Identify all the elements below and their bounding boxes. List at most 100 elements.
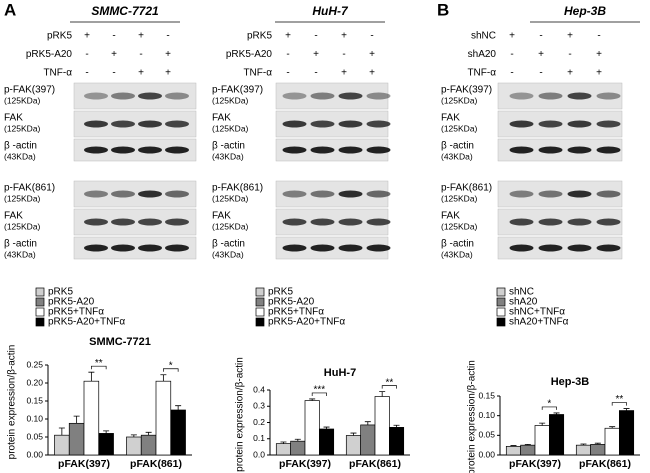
blot-band xyxy=(366,120,391,128)
band-size: (125KDa) xyxy=(212,123,249,133)
y-axis-label: protein expression/β-actin xyxy=(7,345,18,460)
x-tick-label: pFAK(861) xyxy=(130,458,182,470)
band-label: β -actin xyxy=(212,141,245,152)
band-size: (125KDa) xyxy=(4,95,41,105)
y-tick-label: 0.05 xyxy=(26,431,43,441)
blot-band xyxy=(165,146,189,154)
blot-band xyxy=(84,92,108,100)
bar xyxy=(590,444,606,456)
bar xyxy=(126,436,142,456)
error-bar xyxy=(145,431,152,436)
bar xyxy=(604,427,620,456)
band-size: (43KDa) xyxy=(4,249,36,259)
band-size: (43KDa) xyxy=(212,151,244,161)
blot-band xyxy=(138,190,162,198)
chart-title: HuH-7 xyxy=(324,367,356,379)
blot-band xyxy=(111,146,135,154)
blot-band xyxy=(138,218,162,226)
bar xyxy=(520,444,536,456)
error-bar xyxy=(175,405,182,410)
blot-band xyxy=(138,92,162,100)
y-tick-label: 0.05 xyxy=(478,430,495,440)
significance-label: ** xyxy=(95,358,103,369)
treatment-sign: + xyxy=(84,31,90,42)
panel-label: A xyxy=(4,0,16,19)
legend-label: pRK5-A20 xyxy=(268,297,315,308)
legend-label: pRK5 xyxy=(268,287,293,298)
legend-swatch xyxy=(35,287,45,297)
treatment-sign: - xyxy=(597,31,600,42)
blot-band xyxy=(310,218,335,226)
bar xyxy=(83,380,100,456)
error-bar xyxy=(88,371,95,382)
y-tick-label: 0.00 xyxy=(26,449,43,459)
error-bar xyxy=(309,398,316,401)
band-size: (125KDa) xyxy=(441,193,478,203)
treatment-sign: + xyxy=(313,49,319,60)
band-size: (125KDa) xyxy=(4,221,41,231)
blot-band xyxy=(538,92,563,100)
treatment-label: pRK5 xyxy=(47,31,72,42)
error-bar xyxy=(524,443,531,446)
band-label: β -actin xyxy=(441,239,474,250)
blot-band xyxy=(509,190,534,198)
bar xyxy=(54,434,70,456)
blot-band xyxy=(165,218,189,226)
blot-band xyxy=(596,146,621,154)
y-tick-label: 0.2 xyxy=(253,417,265,427)
y-tick-label: 0.15 xyxy=(478,390,495,400)
legend-swatch xyxy=(35,297,45,307)
chart-title: Hep-3B xyxy=(551,376,590,388)
significance-bracket xyxy=(91,365,107,370)
treatment-sign: + xyxy=(596,68,602,79)
treatment-sign: - xyxy=(112,31,115,42)
error-bar xyxy=(623,408,630,411)
legend-label: pRK5+TNFα xyxy=(48,307,104,318)
band-size: (43KDa) xyxy=(4,151,36,161)
treatment-sign: + xyxy=(341,31,347,42)
blot-band xyxy=(567,244,592,252)
blot-band xyxy=(596,244,621,252)
bar xyxy=(374,396,390,456)
error-bar xyxy=(609,426,616,429)
error-bar xyxy=(103,430,110,434)
error-bar xyxy=(160,374,167,382)
band-size: (43KDa) xyxy=(212,249,244,259)
treatment-sign: - xyxy=(314,31,317,42)
y-tick-label: 0.3 xyxy=(253,401,265,411)
band-size: (125KDa) xyxy=(441,221,478,231)
blot-band xyxy=(84,218,108,226)
blot-band xyxy=(282,120,307,128)
treatment-label: pRK5 xyxy=(247,31,272,42)
treatment-sign: - xyxy=(539,68,542,79)
band-label: FAK xyxy=(4,211,23,222)
bar xyxy=(170,409,186,456)
band-label: β -actin xyxy=(4,239,37,250)
band-size: (125KDa) xyxy=(4,123,41,133)
legend-swatch xyxy=(255,297,265,307)
y-tick-label: 0.15 xyxy=(26,395,43,405)
treatment-sign: + xyxy=(138,31,144,42)
legend-label: shA20+TNFα xyxy=(509,317,569,328)
x-tick-label: pFAK(397) xyxy=(279,458,331,470)
blot-band xyxy=(310,92,335,100)
bar xyxy=(155,380,172,456)
blot-band xyxy=(509,120,534,128)
blot-band xyxy=(366,190,391,198)
treatment-label: TNF-α xyxy=(43,68,72,79)
error-bar xyxy=(294,438,301,442)
x-tick-label: pFAK(861) xyxy=(349,458,401,470)
treatment-sign: + xyxy=(285,31,291,42)
y-axis-label: protein expression/β-actin xyxy=(467,360,478,473)
blot-band xyxy=(366,92,391,100)
blot-band xyxy=(509,92,534,100)
bar xyxy=(360,424,376,456)
blot-band xyxy=(84,244,108,252)
blot-band xyxy=(567,218,592,226)
significance-bracket xyxy=(163,368,179,372)
legend-swatch xyxy=(35,317,45,327)
significance-label: * xyxy=(547,399,551,410)
blot-band xyxy=(282,190,307,198)
error-bar xyxy=(594,442,601,445)
error-bar xyxy=(280,441,287,444)
